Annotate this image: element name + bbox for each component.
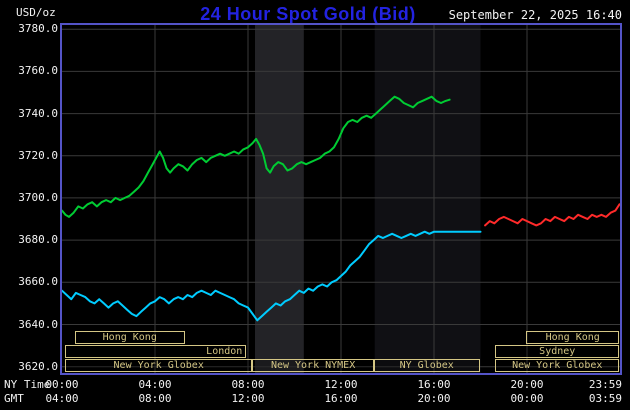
session-shade-band — [374, 25, 481, 373]
price-series-sep22 — [62, 95, 451, 218]
y-axis-tick-label: 3620.0 — [18, 359, 58, 373]
y-axis-unit-label: USD/oz — [16, 6, 56, 19]
ny-time-tick-label: 23:59 — [588, 378, 622, 391]
session-band-new-york-globex: New York Globex — [495, 359, 620, 372]
y-axis-tick-label: 3780.0 — [18, 22, 58, 36]
y-axis-tick-label: 3640.0 — [18, 317, 58, 331]
ny-time-tick-label: 12:00 — [324, 378, 358, 391]
price-series-sep21 — [484, 203, 620, 227]
y-axis-tick-label: 3680.0 — [18, 233, 58, 247]
session-shade-band — [255, 25, 304, 373]
session-band-hong-kong: Hong Kong — [526, 331, 620, 344]
ny-time-tick-label: 00:00 — [45, 378, 79, 391]
y-axis-tick-label: 3760.0 — [18, 64, 58, 78]
chart-title: 24 Hour Spot Gold (Bid) — [200, 4, 416, 24]
session-band-new-york-globex: New York Globex — [65, 359, 253, 372]
y-axis-tick-label: 3720.0 — [18, 148, 58, 162]
session-band-london: London — [65, 345, 247, 358]
price-series-sep19 — [62, 230, 482, 322]
ny-time-tick-label: 16:00 — [417, 378, 451, 391]
gmt-tick-label: 12:00 — [231, 392, 265, 405]
gmt-tick-label: 16:00 — [324, 392, 358, 405]
price-chart-canvas — [62, 25, 620, 373]
session-band-new-york-nymex: New York NYMEX — [252, 359, 374, 372]
ny-time-tick-label: 08:00 — [231, 378, 265, 391]
ny-time-tick-label: 20:00 — [510, 378, 544, 391]
gmt-tick-label: 03:59 — [588, 392, 622, 405]
y-axis-tick-label: 3740.0 — [18, 106, 58, 120]
y-axis-tick-label: 3700.0 — [18, 190, 58, 204]
ny-time-tick-label: 04:00 — [138, 378, 172, 391]
gmt-tick-label: 08:00 — [138, 392, 172, 405]
gmt-axis-caption: GMT — [4, 392, 24, 405]
gmt-tick-label: 20:00 — [417, 392, 451, 405]
ny-time-axis-caption: NY Time — [4, 378, 51, 391]
chart-datetime: September 22, 2025 16:40 — [448, 8, 622, 22]
session-band-sydney: Sydney — [495, 345, 620, 358]
session-band-hong-kong: Hong Kong — [75, 331, 185, 344]
session-band-ny-globex: NY Globex — [373, 359, 480, 372]
gmt-tick-label: 04:00 — [45, 392, 79, 405]
y-axis-tick-label: 3660.0 — [18, 275, 58, 289]
plot-area: Hong Kong Hong Kong London Sydney New York G… — [60, 23, 622, 375]
gmt-tick-label: 00:00 — [510, 392, 544, 405]
